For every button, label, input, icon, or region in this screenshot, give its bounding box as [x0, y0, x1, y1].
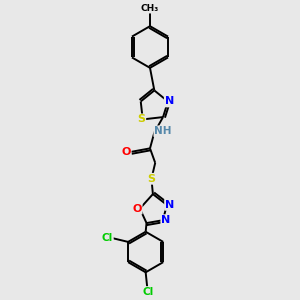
Text: Cl: Cl	[102, 233, 113, 243]
Text: Cl: Cl	[143, 287, 154, 297]
Text: O: O	[132, 204, 142, 214]
Text: N: N	[161, 215, 171, 225]
Text: N: N	[165, 97, 174, 106]
Text: S: S	[147, 174, 155, 184]
Text: N: N	[165, 200, 174, 210]
Text: O: O	[121, 147, 131, 157]
Text: S: S	[137, 114, 145, 124]
Text: NH: NH	[154, 126, 172, 136]
Text: CH₃: CH₃	[141, 4, 159, 13]
